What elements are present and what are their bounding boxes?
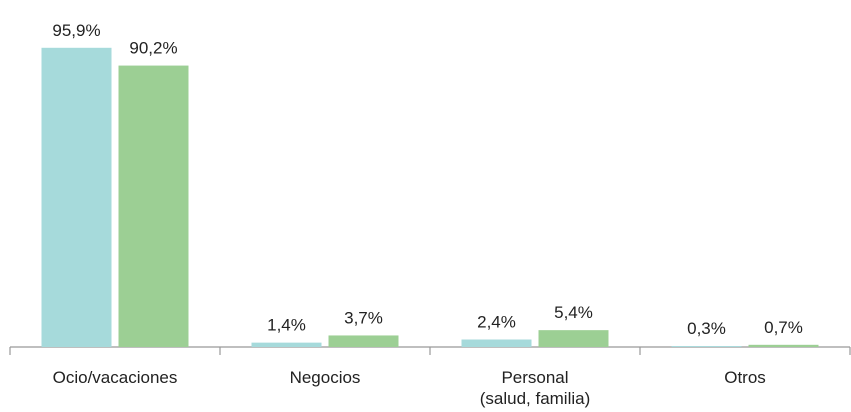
bar <box>538 330 609 347</box>
value-label: 5,4% <box>554 303 593 322</box>
bar <box>251 342 322 347</box>
value-label: 3,7% <box>344 308 383 327</box>
x-tick-label: Personal (salud, familia) <box>479 368 591 408</box>
x-tick-label: Negocios <box>289 368 361 387</box>
value-label: 90,2% <box>129 39 177 58</box>
value-label: 0,3% <box>687 319 726 338</box>
bar <box>671 346 742 347</box>
bar <box>748 344 819 347</box>
x-tick-label: Otros <box>724 368 766 387</box>
value-label: 2,4% <box>477 313 516 332</box>
value-label: 0,7% <box>764 318 803 337</box>
bar <box>118 65 189 348</box>
x-tick-label: Ocio/vacaciones <box>52 368 178 387</box>
value-label: 95,9% <box>52 21 100 40</box>
bar <box>461 339 532 347</box>
bar <box>41 47 112 348</box>
bar <box>328 335 399 347</box>
value-label: 1,4% <box>267 316 306 335</box>
